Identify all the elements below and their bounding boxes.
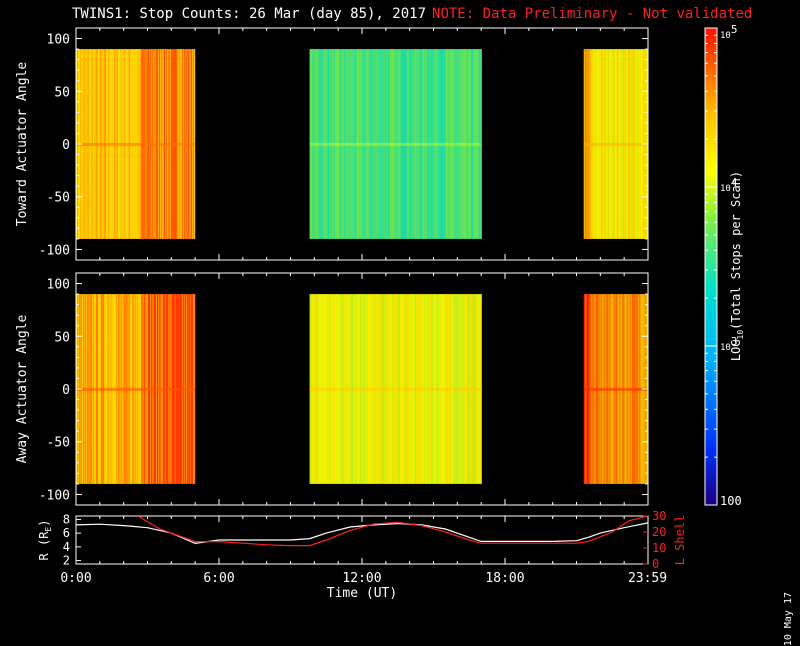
away-x-ticks xyxy=(75,273,649,505)
y-tick-label: -50 xyxy=(47,191,70,206)
zero-angle-band xyxy=(309,142,482,146)
lshell-tick-label: 30 xyxy=(652,509,666,523)
time-tick-label: 6:00 xyxy=(203,571,234,586)
zero-angle-band xyxy=(309,387,482,391)
y-tick-label: 0 xyxy=(62,138,70,153)
colorbar-tick-label: 104 xyxy=(720,176,738,194)
away-ylabel: Away Actuator Angle xyxy=(15,314,30,463)
colorbar-tick-label: 100 xyxy=(720,494,742,508)
zero-angle-band xyxy=(583,387,648,391)
lshell-tick-label: 20 xyxy=(652,525,666,539)
y-tick-label: 100 xyxy=(47,278,70,293)
title-text: TWINS1: Stop Counts: 26 Mar (day 85), 20… xyxy=(72,6,427,22)
away-heatmap xyxy=(76,294,648,484)
y-tick-label: 50 xyxy=(54,85,70,100)
zero-angle-band xyxy=(76,142,196,146)
lshell-y-ticks: 0 10 20 30 xyxy=(643,509,666,571)
time-tick-label: 18:00 xyxy=(485,571,524,586)
time-tick-label: 12:00 xyxy=(342,571,381,586)
radius-line xyxy=(76,522,648,545)
radius-tick-label: 2 xyxy=(63,554,70,568)
colorbar-tick-label: 105 xyxy=(720,23,737,41)
chart-title: TWINS1: Stop Counts: 26 Mar (day 85), 20… xyxy=(72,6,752,22)
lshell-ylabel: L Shell xyxy=(673,515,687,566)
lshell-line xyxy=(137,516,648,547)
colorbar: 105 104 103 100 LOG10(Total Stops per Scan) xyxy=(704,23,745,508)
zero-angle-band xyxy=(583,142,648,146)
time-tick-label: 23:59 xyxy=(628,571,667,586)
y-tick-label: -50 xyxy=(47,436,70,451)
y-tick-label: 0 xyxy=(62,383,70,398)
radius-ylabel: R (RE) xyxy=(37,520,53,561)
generation-date: 10 May 17 xyxy=(783,592,794,646)
y-tick-label: 100 xyxy=(47,33,70,48)
toward-x-ticks xyxy=(75,28,649,260)
toward-panel: 100 50 0 -50 -100 Toward Actuator Angle xyxy=(15,27,649,261)
time-xlabel: Time (UT) xyxy=(327,586,397,600)
lshell-tick-label: 0 xyxy=(652,557,659,571)
y-tick-label: 50 xyxy=(54,330,70,345)
zero-angle-band xyxy=(76,387,196,391)
preliminary-note: NOTE: Data Preliminary - Not validated xyxy=(432,6,753,22)
colorbar-ticks: 105 104 103 100 xyxy=(705,23,742,508)
colorbar-tick-label: 103 xyxy=(720,335,737,353)
lshell-tick-label: 10 xyxy=(652,541,666,555)
toward-heatmap xyxy=(76,49,648,239)
away-panel: 100 50 0 -50 -100 Away Actuator Angle xyxy=(15,272,649,506)
y-tick-label: -100 xyxy=(39,243,70,258)
radius-tick-label: 4 xyxy=(63,540,70,554)
toward-ylabel: Toward Actuator Angle xyxy=(15,62,30,227)
ephemeris-frame xyxy=(75,515,649,565)
ephemeris-lines xyxy=(76,516,648,547)
colorbar-label: LOG10(Total Stops per Scan) xyxy=(729,171,745,361)
away-y-ticks: 100 50 0 -50 -100 xyxy=(39,278,648,503)
radius-tick-label: 8 xyxy=(63,512,70,526)
radius-tick-label: 6 xyxy=(63,526,70,540)
time-tick-label: 0:00 xyxy=(60,571,91,586)
colorbar-gradient xyxy=(705,28,717,505)
y-tick-label: -100 xyxy=(39,488,70,503)
toward-y-ticks: 100 50 0 -50 -100 xyxy=(39,33,648,258)
time-x-ticks: 0:00 6:00 12:00 18:00 23:59 xyxy=(60,516,667,586)
